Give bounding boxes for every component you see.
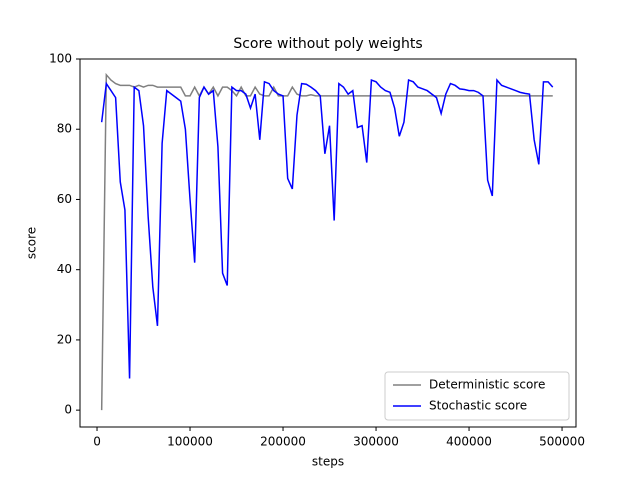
- x-tick-label: 500000: [539, 435, 585, 449]
- y-tick-label: 100: [49, 52, 72, 66]
- x-axis-label: steps: [312, 455, 344, 469]
- y-axis-label: score: [25, 227, 39, 259]
- x-tick-label: 100000: [167, 435, 213, 449]
- legend-label: Deterministic score: [429, 378, 545, 392]
- y-tick-label: 40: [57, 262, 72, 276]
- series-line: [100, 78, 554, 379]
- legend: Deterministic score Stochastic score: [384, 371, 570, 421]
- x-tick-label: 0: [93, 435, 101, 449]
- x-tick-label: 200000: [260, 435, 306, 449]
- y-tick-label: 20: [57, 332, 72, 346]
- legend-box: [384, 371, 570, 421]
- chart-title: Score without poly weights: [233, 36, 422, 52]
- legend-label: Stochastic score: [429, 399, 527, 413]
- y-tick-label: 60: [57, 192, 72, 206]
- x-tick-label: 400000: [446, 435, 492, 449]
- y-tick-label: 80: [57, 122, 72, 136]
- y-tick-label: 0: [64, 403, 72, 417]
- plot-frame: [79, 58, 577, 428]
- series-line: [100, 72, 553, 411]
- x-tick-label: 300000: [353, 435, 399, 449]
